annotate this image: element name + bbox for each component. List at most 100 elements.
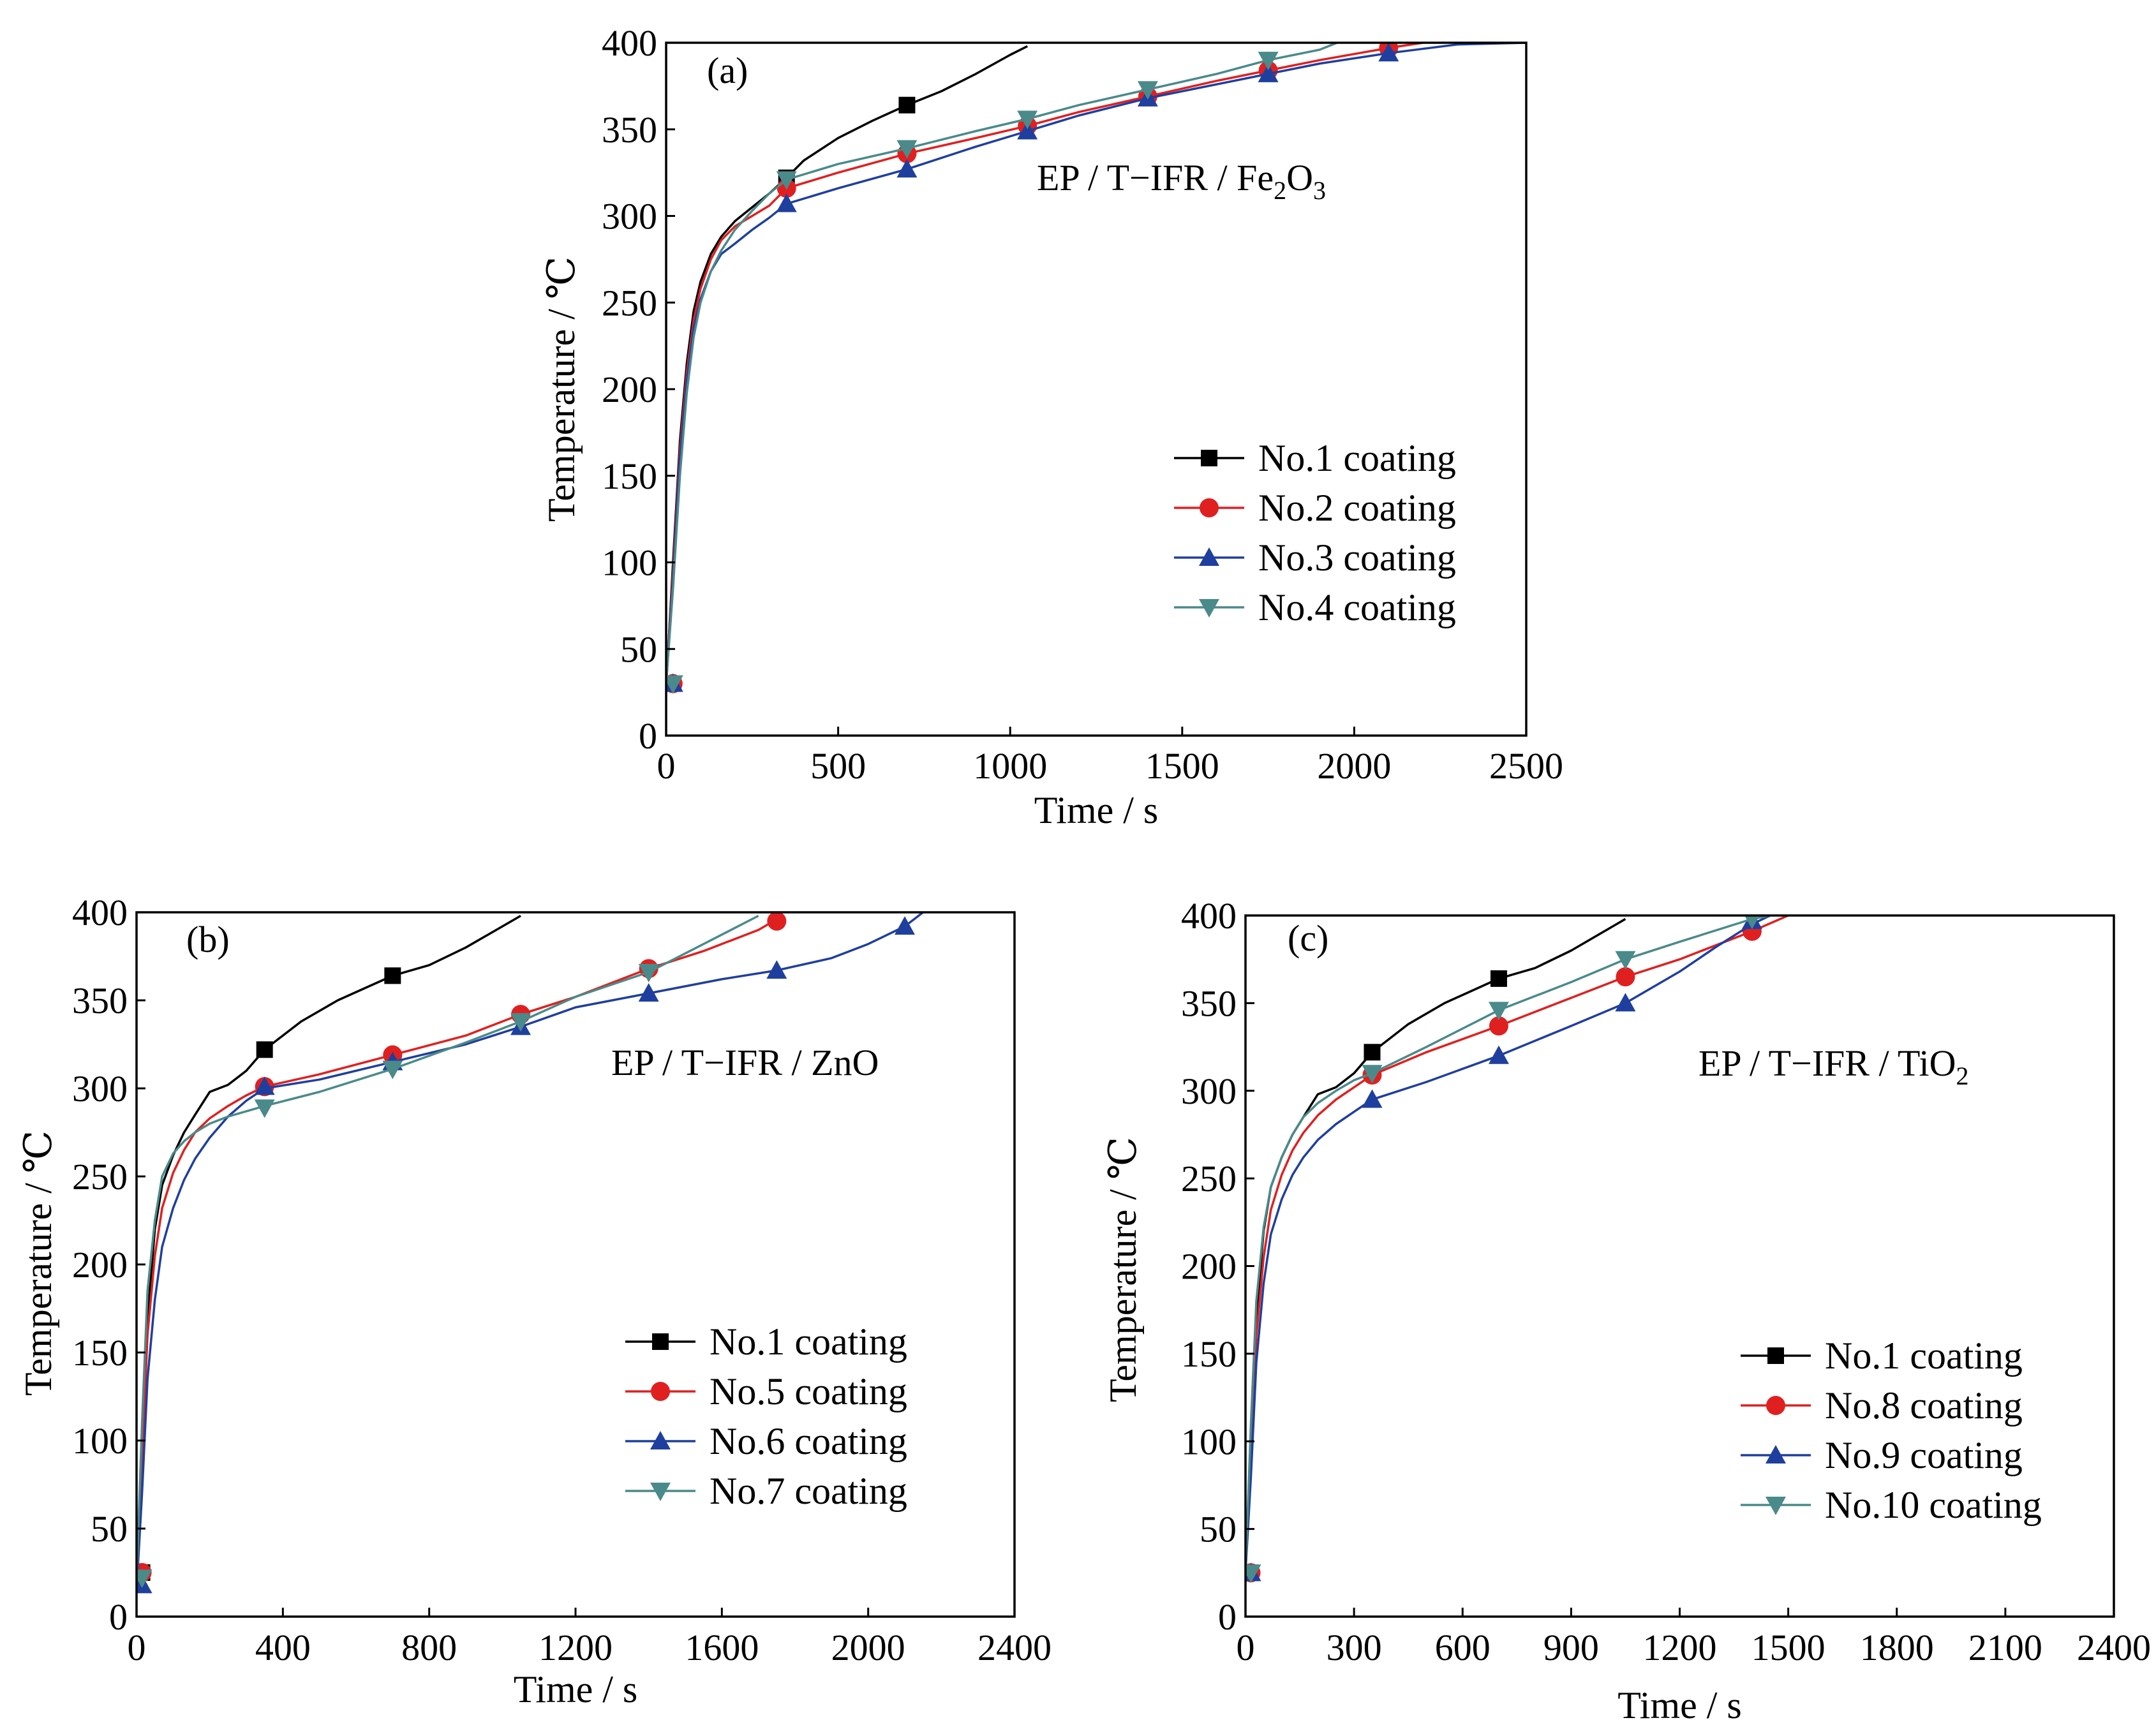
legend-label: No.1 coating <box>1258 437 1456 479</box>
x-tick-label: 400 <box>255 1627 311 1668</box>
chart-annotation: EP / T−IFR / Fe2O3 <box>1037 157 1326 205</box>
series-2 <box>1245 915 1789 1583</box>
y-tick-label: 400 <box>1181 895 1237 937</box>
legend-label: No.4 coating <box>1258 586 1456 628</box>
y-tick-label: 250 <box>1181 1158 1237 1199</box>
x-tick-label: 1200 <box>1643 1627 1717 1668</box>
data-point <box>638 963 659 982</box>
data-point <box>1490 970 1507 987</box>
legend-label: No.6 coating <box>710 1420 907 1462</box>
x-tick-label: 1500 <box>1751 1627 1825 1668</box>
data-point <box>1615 951 1636 970</box>
legend-item: No.3 coating <box>1174 537 1456 579</box>
legend-item: No.1 coating <box>1174 437 1456 479</box>
legend-item: No.2 coating <box>1174 487 1456 529</box>
legend: No.1 coating No.5 coating No.6 coating No.7… <box>625 1321 907 1512</box>
x-tick-label: 600 <box>1435 1627 1491 1668</box>
y-tick-label: 400 <box>602 22 657 64</box>
x-axis-label: Time / s <box>1034 789 1159 831</box>
y-tick-label: 150 <box>602 456 657 497</box>
legend-item: No.7 coating <box>625 1470 907 1512</box>
y-tick-label: 50 <box>1200 1509 1237 1550</box>
series-line <box>1245 915 1771 1573</box>
series-2 <box>137 912 787 1582</box>
y-tick-label: 200 <box>602 369 657 410</box>
x-tick-label: 2400 <box>978 1627 1052 1668</box>
legend-item: No.6 coating <box>625 1420 907 1462</box>
x-tick-label: 2100 <box>1968 1627 2042 1668</box>
legend-marker <box>1199 547 1219 566</box>
legend-marker <box>650 1483 671 1501</box>
y-tick-label: 0 <box>639 715 657 757</box>
x-tick-label: 500 <box>810 745 866 787</box>
y-tick-label: 350 <box>72 980 128 1021</box>
x-tick-label: 300 <box>1327 1627 1382 1668</box>
legend-marker <box>1200 498 1219 517</box>
panel-label: (a) <box>707 50 748 91</box>
data-point <box>1364 1044 1381 1061</box>
y-tick-label: 100 <box>1181 1421 1237 1462</box>
data-point <box>256 1041 273 1058</box>
series-line <box>1245 917 1626 1573</box>
data-point <box>1615 993 1636 1012</box>
data-point <box>1489 1016 1508 1036</box>
data-point <box>895 916 915 935</box>
data-point <box>1245 1564 1261 1583</box>
panel-b: 0 400 800 1200 1600 2000 2400 0 50 100 150 200 250 30… <box>17 892 1052 1710</box>
legend-label: No.10 coating <box>1825 1484 2042 1526</box>
legend-label: No.9 coating <box>1825 1434 2023 1476</box>
y-tick-label: 0 <box>109 1596 128 1638</box>
series-4 <box>666 43 1338 694</box>
x-tick-label: 2500 <box>1489 745 1563 787</box>
data-point <box>1616 967 1635 987</box>
data-point <box>776 193 797 212</box>
data-point <box>666 675 683 694</box>
data-point <box>137 1569 152 1589</box>
y-tick-label: 300 <box>72 1068 128 1109</box>
x-tick-label: 900 <box>1543 1627 1599 1668</box>
x-tick-label: 800 <box>401 1627 457 1668</box>
legend-item: No.10 coating <box>1741 1484 2042 1526</box>
legend: No.1 coating No.2 coating No.3 coating No.4… <box>1174 437 1456 628</box>
data-point <box>1017 110 1038 130</box>
x-tick-label: 1600 <box>685 1627 759 1668</box>
x-axis-label: Time / s <box>514 1668 638 1710</box>
series-line <box>666 43 1526 684</box>
series-line <box>1245 915 1771 1573</box>
data-point <box>1362 1089 1383 1108</box>
series-1 <box>1245 917 1626 1582</box>
y-tick-label: 400 <box>72 892 128 933</box>
data-point <box>1017 121 1038 140</box>
x-axis-label: Time / s <box>1617 1684 1742 1726</box>
y-axis-label: Temperature / ℃ <box>1102 1137 1144 1402</box>
x-tick-label: 1500 <box>1145 745 1219 787</box>
legend-marker <box>652 1333 669 1350</box>
data-point <box>1137 81 1158 100</box>
x-tick-label: 1800 <box>1860 1627 1934 1668</box>
y-axis-label: Temperature / ℃ <box>540 256 583 522</box>
data-point <box>1258 52 1279 71</box>
legend-marker <box>1766 1445 1786 1464</box>
data-point <box>1378 43 1399 62</box>
data-point <box>384 967 401 984</box>
legend: No.1 coating No.8 coating No.9 coating No.1… <box>1741 1335 2042 1526</box>
y-tick-label: 50 <box>91 1508 128 1550</box>
series-line <box>137 914 759 1582</box>
legend-item: No.9 coating <box>1741 1434 2023 1476</box>
legend-marker <box>1201 450 1217 466</box>
legend-item: No.1 coating <box>1741 1335 2023 1377</box>
y-tick-label: 100 <box>602 542 657 584</box>
legend-label: No.2 coating <box>1258 487 1456 529</box>
y-tick-label: 300 <box>1181 1071 1237 1112</box>
data-point <box>510 1013 531 1032</box>
data-point <box>896 159 918 178</box>
data-point <box>896 140 918 159</box>
legend-label: No.1 coating <box>1825 1335 2023 1377</box>
legend-marker <box>1766 1396 1785 1415</box>
data-point <box>1488 1045 1509 1064</box>
legend-marker <box>1767 1347 1784 1364</box>
series-4 <box>1245 915 1771 1583</box>
legend-item: No.1 coating <box>625 1321 907 1363</box>
legend-marker <box>1199 599 1219 618</box>
